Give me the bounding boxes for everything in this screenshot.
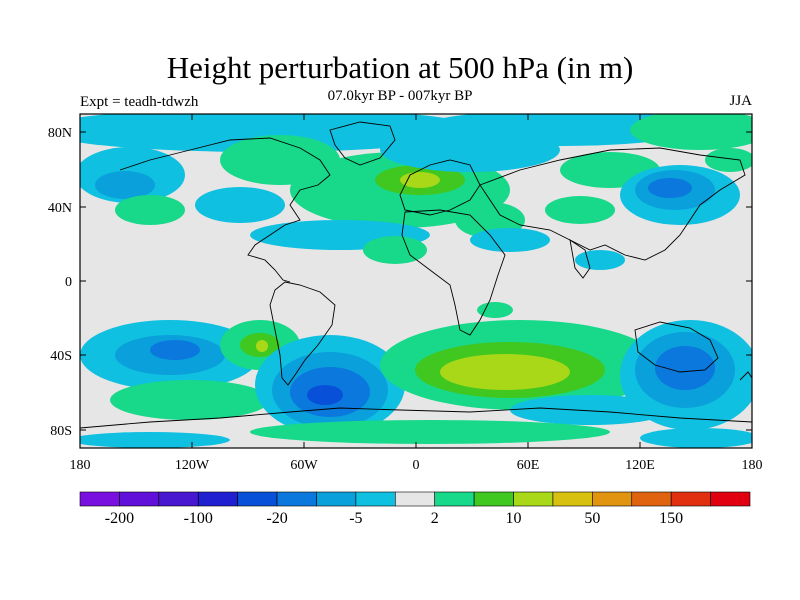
- lat-tick-label: 40N: [48, 201, 72, 216]
- contour-sp-blue-core: [150, 340, 200, 360]
- coast-greenland: [329, 121, 396, 166]
- lon-tick-label: 180: [70, 458, 91, 473]
- contour-scandinavia-blue: [380, 128, 560, 172]
- colorbar-swatch: [276, 491, 317, 507]
- contour-midatl-green: [363, 236, 427, 264]
- coast-asia: [479, 147, 746, 261]
- colorbar-swatch: [79, 491, 120, 507]
- contour-antarctic-blue-e: [640, 428, 752, 448]
- map-title: Height perturbation at 500 hPa (in m): [166, 50, 634, 85]
- contour-sp-green-low: [110, 380, 270, 420]
- contour-green-ne: [705, 148, 752, 172]
- lon-tick-label: 0: [413, 458, 420, 473]
- contour-antarctic-blue: [80, 432, 230, 448]
- colorbar-swatch: [710, 491, 751, 507]
- coast-australia: [634, 321, 719, 373]
- colorbar-swatch: [197, 491, 238, 507]
- contour-europe-yellow: [400, 172, 440, 188]
- contour-satl-deep: [307, 385, 343, 405]
- colorbar-swatch: [473, 491, 514, 507]
- contour-asia-blue: [470, 228, 550, 252]
- coast-north-america: [119, 137, 331, 283]
- colorbar-label: -200: [105, 510, 134, 527]
- contour-arctic-west: [80, 114, 480, 152]
- lon-tick-label: 120W: [175, 458, 210, 473]
- contour-antarctic-green: [250, 420, 610, 444]
- colorbar-swatch: [316, 491, 357, 507]
- experiment-label: Expt = teadh-tdwzh: [80, 94, 199, 110]
- colorbar-swatch: [670, 491, 711, 507]
- lon-tick-label: 60W: [290, 458, 318, 473]
- colorbar-label: 2: [431, 510, 439, 527]
- colorbar-swatch: [158, 491, 199, 507]
- contour-arctic-top: [630, 114, 752, 150]
- coast-new-zealand: [739, 371, 752, 381]
- lon-tick-label: 60E: [517, 458, 540, 473]
- colorbar-swatch: [552, 491, 593, 507]
- colorbar-label: 50: [584, 510, 600, 527]
- contour-alaska-core: [95, 171, 155, 199]
- contour-si-yellow: [440, 354, 570, 390]
- colorbar-label: -100: [184, 510, 213, 527]
- coast-europe: [399, 159, 481, 216]
- colorbar-label: -5: [349, 510, 362, 527]
- coast-india: [569, 239, 591, 279]
- contour-sp-yellow: [256, 340, 268, 352]
- coast-south-america: [269, 281, 336, 386]
- contour-aus-core: [655, 346, 715, 390]
- contour-eastasia-core: [648, 178, 692, 198]
- colorbar-swatch: [237, 491, 278, 507]
- colorbar-swatch: [631, 491, 672, 507]
- contour-africa-green: [477, 302, 513, 318]
- contour-green-np: [115, 195, 185, 225]
- contour-na-blue: [195, 187, 285, 223]
- coast-africa: [401, 209, 506, 336]
- colorbar-swatch: [394, 491, 436, 507]
- contour-asia-green: [545, 196, 615, 224]
- lat-tick-label: 40S: [50, 349, 72, 364]
- lon-tick-label: 180: [742, 458, 763, 473]
- colorbar-swatch: [434, 491, 475, 507]
- lon-tick-label: 120E: [625, 458, 655, 473]
- lat-tick-label: 80N: [48, 126, 72, 141]
- lat-tick-label: 80S: [50, 424, 72, 439]
- colorbar-label: 150: [659, 510, 683, 527]
- coast-antarctica: [80, 407, 752, 429]
- lat-tick-label: 0: [65, 275, 72, 290]
- colorbar-label: 10: [506, 510, 522, 527]
- colorbar: -200 -100 -20 -5 2 10 50 150: [79, 491, 751, 527]
- season-label: JJA: [729, 93, 752, 109]
- colorbar-swatch: [592, 491, 633, 507]
- colorbar-label: -20: [266, 510, 287, 527]
- contour-tibet-green: [575, 250, 625, 270]
- colorbar-swatch: [513, 491, 554, 507]
- colorbar-swatch: [119, 491, 160, 507]
- coastlines: [80, 121, 752, 429]
- contour-fields: [80, 114, 752, 448]
- colorbar-swatch: [355, 491, 396, 507]
- map-subtitle: 07.0kyr BP - 007kyr BP: [327, 88, 473, 104]
